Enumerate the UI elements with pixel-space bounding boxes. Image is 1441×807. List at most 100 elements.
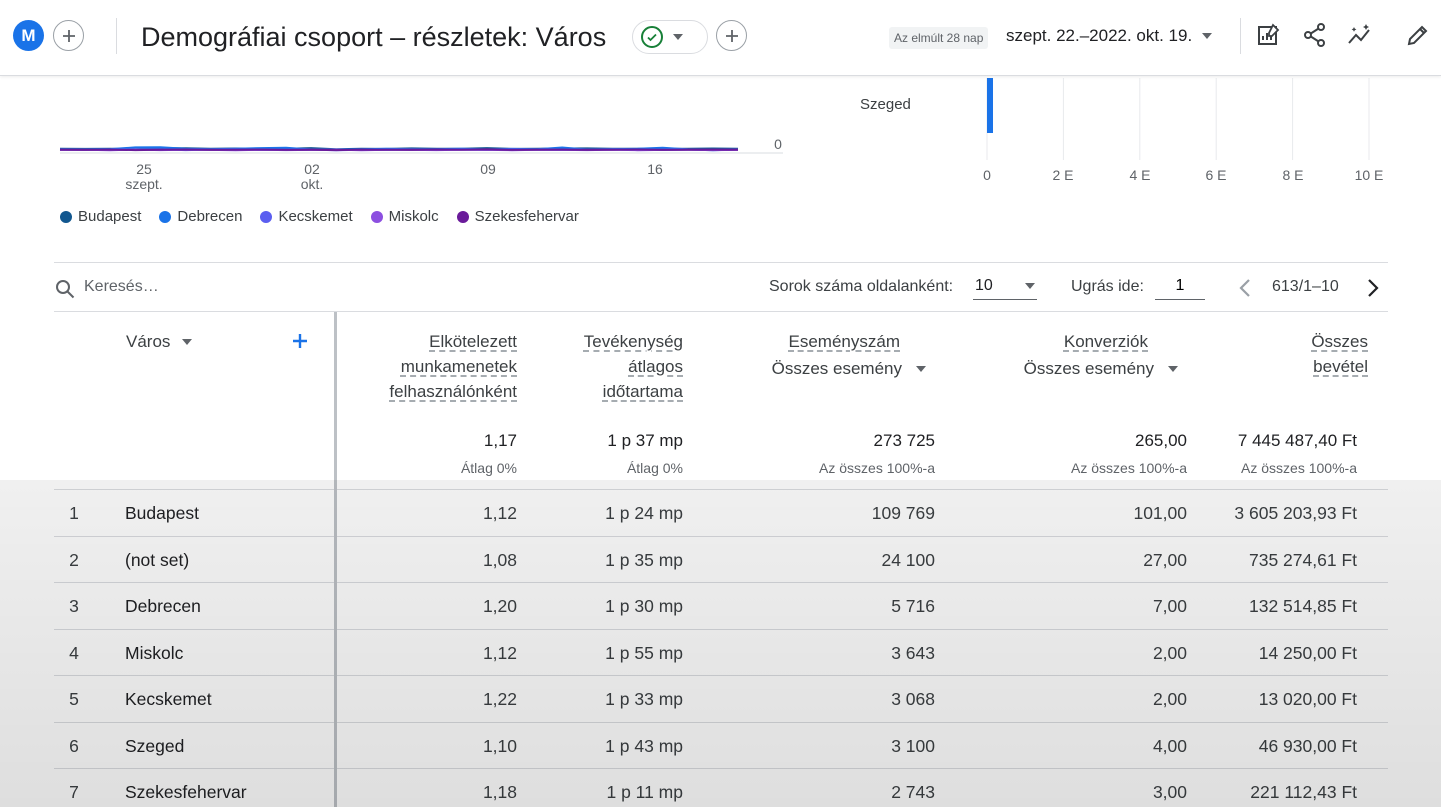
x-tick-label: 16 xyxy=(647,161,663,177)
add-account-button[interactable] xyxy=(53,20,84,51)
cell-value: 1,20 xyxy=(482,596,517,616)
row-index: 2 xyxy=(69,549,79,570)
pagination-label: 613/1–10 xyxy=(1272,278,1339,295)
cell-value: 132 514,85 Ft xyxy=(1249,596,1357,616)
cell-value: 5 716 xyxy=(891,596,935,616)
cell-value: 1 p 24 mp xyxy=(605,503,683,523)
total-subtext: Átlag 0% xyxy=(460,460,517,476)
cell-value: 3 605 203,93 Ft xyxy=(1234,503,1357,523)
x-tick-label: 6 E xyxy=(1205,167,1227,183)
table-row[interactable]: 6 Szeged 1,10 1 p 43 mp 3 100 4,00 46 93… xyxy=(54,723,1388,769)
legend-color-dot xyxy=(370,210,383,223)
insights-icon xyxy=(1348,24,1370,44)
chevron-down-icon xyxy=(1168,365,1178,372)
goto-page-input[interactable] xyxy=(1155,273,1205,300)
series-line-szekesfehervar xyxy=(59,148,739,152)
page-title: Demográfiai csoport – részletek: Város xyxy=(141,22,607,52)
cell-value: 1 p 11 mp xyxy=(606,782,683,802)
insights-button[interactable] xyxy=(1345,20,1375,50)
cell-value: 109 769 xyxy=(871,503,935,523)
customize-report-button[interactable] xyxy=(1254,20,1284,50)
date-preset-label: Az elmúlt 28 nap xyxy=(889,27,989,49)
header-divider xyxy=(1240,18,1241,54)
customize-report-icon xyxy=(1258,23,1280,45)
header-divider xyxy=(116,18,117,54)
table-row[interactable]: 1 Budapest 1,12 1 p 24 mp 109 769 101,00… xyxy=(54,490,1388,537)
x-tick-label: 25 szept. xyxy=(125,161,163,192)
total-subtext: Az összes 100%-a xyxy=(1241,460,1357,476)
table-toolbar: Sorok száma oldalanként: 10 Ugrás ide: 6… xyxy=(54,262,1388,312)
share-button[interactable] xyxy=(1300,20,1330,50)
event-filter-dropdown[interactable]: Összes esemény xyxy=(772,356,926,381)
column-header-avg-engagement[interactable]: Tevékenység átlagos időtartama xyxy=(583,332,683,401)
total-subtext: Az összes 100%-a xyxy=(819,460,935,476)
chevron-down-icon xyxy=(182,339,193,345)
date-range-picker[interactable]: szept. 22.–2022. okt. 19. xyxy=(1006,26,1213,46)
add-dimension-button[interactable] xyxy=(289,330,311,352)
table-row[interactable]: 7 Szekesfehervar 1,18 1 p 11 mp 2 743 3,… xyxy=(54,769,1388,807)
edit-button[interactable] xyxy=(1403,20,1433,50)
legend-color-dot xyxy=(456,210,469,223)
event-filter-dropdown[interactable]: Összes esemény xyxy=(1024,356,1178,381)
row-index: 1 xyxy=(69,503,79,523)
x-tick-label: 4 E xyxy=(1129,167,1151,183)
legend-label: Debrecen xyxy=(177,208,243,225)
total-value: 1 p 37 mp xyxy=(607,431,683,450)
cell-value: 1,10 xyxy=(482,735,517,756)
city-bar-chart xyxy=(986,78,1370,160)
chevron-down-icon xyxy=(916,365,926,372)
bar-szeged xyxy=(987,78,993,133)
row-city: Debrecen xyxy=(125,596,201,616)
legend-item[interactable]: Budapest xyxy=(60,208,141,225)
cell-value: 4,00 xyxy=(1152,735,1187,756)
dimension-header-dropdown[interactable]: Város xyxy=(126,332,193,352)
legend-item[interactable]: Miskolc xyxy=(370,208,439,225)
next-page-button[interactable] xyxy=(1360,276,1384,300)
chart-legend: Budapest Debrecen Kecskemet Miskolc Szek… xyxy=(60,208,579,225)
goto-label: Ugrás ide: xyxy=(1071,278,1144,295)
data-table: Város Elkötelezett munkamenetek felhaszn… xyxy=(54,312,1388,807)
legend-label: Miskolc xyxy=(388,208,439,225)
report-status-dropdown[interactable] xyxy=(632,20,708,54)
legend-color-dot xyxy=(260,210,273,223)
cell-value: 3 068 xyxy=(891,689,935,709)
check-circle-icon xyxy=(641,26,663,48)
chevron-down-icon xyxy=(1025,283,1035,289)
row-city: (not set) xyxy=(125,549,190,570)
column-header-event-count[interactable]: Eseményszám Összes esemény xyxy=(772,329,926,381)
city-trend-line-chart xyxy=(59,146,783,154)
legend-item[interactable]: Kecskemet xyxy=(260,208,353,225)
cell-value: 735 274,61 Ft xyxy=(1249,549,1357,570)
cell-value: 3 643 xyxy=(891,642,935,663)
add-comparison-button[interactable] xyxy=(716,20,747,51)
legend-item[interactable]: Szekesfehervar xyxy=(456,208,579,225)
table-row[interactable]: 3 Debrecen 1,20 1 p 30 mp 5 716 7,00 132… xyxy=(54,583,1388,630)
column-header-total-revenue[interactable]: Összes bevétel xyxy=(1311,332,1368,376)
cell-value: 1 p 30 mp xyxy=(605,596,683,616)
legend-item[interactable]: Debrecen xyxy=(159,208,242,225)
column-header-engaged-sessions[interactable]: Elkötelezett munkamenetek felhasználónké… xyxy=(389,332,517,401)
table-row[interactable]: 2 (not set) 1,08 1 p 35 mp 24 100 27,00 … xyxy=(54,537,1388,583)
cell-value: 1,18 xyxy=(482,782,517,802)
total-subtext: Az összes 100%-a xyxy=(1071,460,1187,476)
cell-value: 1 p 33 mp xyxy=(605,689,683,709)
legend-label: Kecskemet xyxy=(278,208,353,225)
cell-value: 1,08 xyxy=(482,549,517,570)
x-tick-label: 10 E xyxy=(1354,167,1384,183)
account-avatar[interactable]: M xyxy=(13,20,44,51)
table-row[interactable]: 4 Miskolc 1,12 1 p 55 mp 3 643 2,00 14 2… xyxy=(54,630,1388,676)
chevron-down-icon xyxy=(673,34,683,40)
total-value: 273 725 xyxy=(873,431,935,450)
cell-value: 101,00 xyxy=(1133,503,1187,523)
row-city: Szeged xyxy=(125,735,185,756)
column-header-conversions[interactable]: Konverziók Összes esemény xyxy=(1024,329,1178,381)
rows-per-page-select[interactable]: 10 xyxy=(973,273,1037,300)
cell-value: 46 930,00 Ft xyxy=(1258,735,1357,756)
cell-value: 2,00 xyxy=(1152,642,1187,663)
x-tick-label: 2 E xyxy=(1052,167,1074,183)
table-row[interactable]: 5 Kecskemet 1,22 1 p 33 mp 3 068 2,00 13… xyxy=(54,676,1388,723)
search-input[interactable] xyxy=(84,275,384,299)
previous-page-button[interactable] xyxy=(1234,276,1258,300)
rows-per-page-value: 10 xyxy=(975,277,993,294)
bar-category-label: Szeged xyxy=(860,96,911,113)
